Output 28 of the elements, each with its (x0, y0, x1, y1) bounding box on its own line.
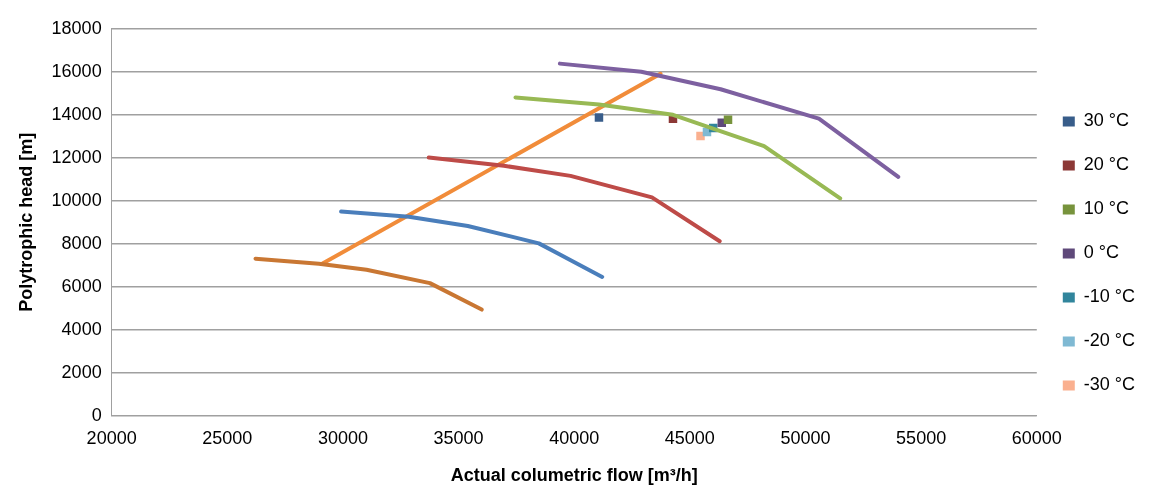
y-tick-label: 16000 (51, 60, 102, 81)
y-tick-label: 4000 (61, 318, 102, 339)
x-tick-label: 30000 (317, 427, 368, 448)
legend-label: -20 °C (1083, 330, 1135, 351)
x-tick-label: 25000 (202, 427, 253, 448)
x-tick-label: 50000 (780, 427, 831, 448)
legend-label: 10 °C (1083, 198, 1130, 219)
y-tick-label: 8000 (61, 232, 102, 253)
x-tick-label: 40000 (549, 427, 600, 448)
x-tick-label: 35000 (433, 427, 484, 448)
legend-label: 30 °C (1083, 110, 1130, 131)
x-tick-label: 45000 (664, 427, 715, 448)
y-tick-label: 14000 (51, 103, 102, 124)
legend-label: 20 °C (1083, 154, 1130, 175)
y-tick-label: 2000 (61, 361, 102, 382)
x-axis-title: Actual columetric flow [m³/h] (450, 465, 698, 486)
y-tick-label: 10000 (51, 189, 102, 210)
y-tick-label: 0 (91, 404, 102, 425)
y-tick-label: 18000 (51, 17, 102, 38)
legend-label: -10 °C (1083, 286, 1135, 307)
x-tick-label: 60000 (1011, 427, 1062, 448)
y-axis-title: Polytrophic head [m] (15, 132, 36, 312)
x-tick-label: 55000 (896, 427, 947, 448)
y-tick-label: 6000 (61, 275, 102, 296)
legend-label: -30 °C (1083, 374, 1135, 395)
y-tick-label: 12000 (51, 146, 102, 167)
x-tick-label: 20000 (86, 427, 137, 448)
legend-label: 0 °C (1083, 242, 1119, 263)
